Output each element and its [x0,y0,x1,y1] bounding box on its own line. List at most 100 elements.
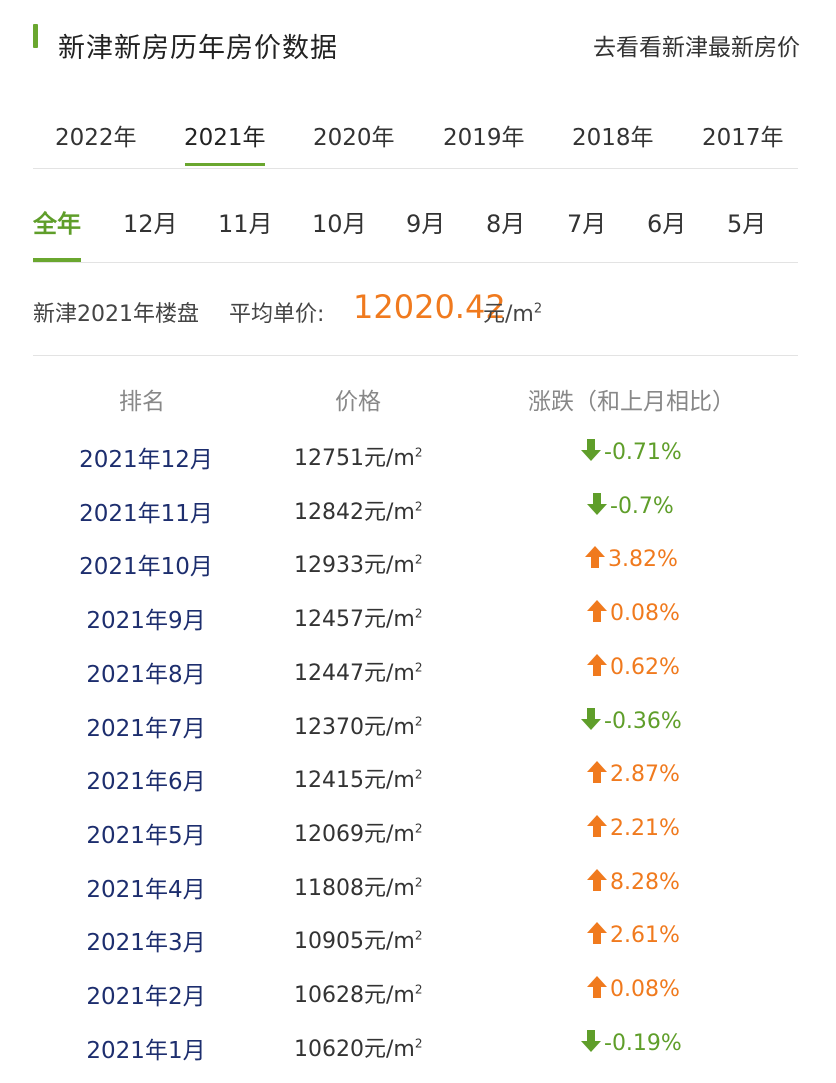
table-row: 2021年9月 12457元/m2 0.08% [0,599,836,653]
tab-month-6[interactable]: 6月 [647,210,687,238]
table-row: 2021年10月 12933元/m2 3.82% [0,545,836,599]
price-sup: 2 [414,821,423,836]
tab-year-2020[interactable]: 2020年 [313,125,395,151]
table-row: 2021年8月 12447元/m2 0.62% [0,653,836,707]
table-header: 排名 价格 涨跌（和上月相比） [0,382,836,416]
arrow-up-icon [586,975,608,999]
row-price: 12370元/m2 [294,709,422,741]
price-text: 12457元/m [294,607,415,633]
change-value: 2.87% [610,762,680,788]
price-text: 10905元/m [294,929,415,955]
row-price: 10905元/m2 [294,923,422,955]
row-change: -0.7% [586,492,674,522]
price-sup: 2 [414,982,423,997]
row-month: 2021年4月 [86,876,206,903]
price-text: 12370元/m [294,714,415,740]
arrow-down-icon [580,1029,602,1053]
header-rank: 排名 [119,389,165,415]
unit-text: 元/m [483,302,534,327]
change-value: 0.08% [610,977,680,1002]
section-divider [33,355,798,356]
title-accent-bar [33,24,38,48]
row-price: 12447元/m2 [294,655,422,687]
price-text: 10620元/m [294,1036,415,1062]
row-price: 12069元/m2 [294,816,422,848]
arrow-up-icon [586,760,608,784]
table-row: 2021年6月 12415元/m2 2.87% [0,760,836,814]
active-year-underline [185,163,265,166]
row-change: 3.82% [584,545,678,575]
row-change: 2.87% [586,760,680,790]
row-price: 12933元/m2 [294,547,422,579]
row-price: 12457元/m2 [294,601,422,633]
header-price: 价格 [335,389,381,415]
row-change: 8.28% [586,868,680,898]
change-value: 2.21% [610,815,680,841]
tab-month-12[interactable]: 12月 [123,210,178,238]
price-sup: 2 [414,875,423,890]
row-price: 10628元/m2 [294,977,422,1009]
tab-month-7[interactable]: 7月 [567,210,607,238]
price-sup: 2 [414,553,423,568]
price-text: 12069元/m [294,821,415,847]
price-sup: 2 [414,1036,423,1051]
tab-year-2018[interactable]: 2018年 [572,125,654,151]
price-sup: 2 [414,606,423,621]
average-price-summary: 新津2021年楼盘 平均单价: 12020.42 元/m2 [33,286,798,336]
change-value: 0.62% [610,654,680,680]
tab-month-9[interactable]: 9月 [406,210,446,238]
tab-month-all[interactable]: 全年 [33,210,81,238]
row-price: 12415元/m2 [294,762,422,794]
table-row: 2021年11月 12842元/m2 -0.7% [0,492,836,546]
change-value: 3.82% [608,547,678,573]
price-text: 12842元/m [294,499,415,525]
page-header: 新津新房历年房价数据 去看看新津最新房价 [0,0,836,90]
table-row: 2021年5月 12069元/m2 2.21% [0,814,836,868]
row-change: 0.62% [586,653,680,683]
tab-month-5[interactable]: 5月 [727,210,767,238]
table-row: 2021年4月 11808元/m2 8.28% [0,868,836,922]
change-value: -0.7% [610,493,674,519]
avg-price-unit: 元/m2 [483,296,542,328]
row-change: 2.21% [586,814,680,844]
row-month: 2021年8月 [86,661,206,688]
page-title: 新津新房历年房价数据 [58,33,338,64]
row-month: 2021年7月 [86,715,206,742]
price-text: 12447元/m [294,660,415,686]
row-price: 10620元/m2 [294,1031,422,1063]
change-value: 0.08% [610,601,680,627]
price-sup: 2 [414,445,423,460]
summary-label: 新津2021年楼盘 [33,302,199,327]
change-value: 2.61% [610,923,680,949]
arrow-up-icon [586,868,608,892]
tab-year-2022[interactable]: 2022年 [55,125,137,151]
month-tabs: 全年 12月 11月 10月 9月 8月 7月 6月 5月 4月 [33,188,798,263]
arrow-up-icon [586,599,608,623]
header-change: 涨跌（和上月相比） [528,389,735,415]
price-sup: 2 [414,714,423,729]
tab-month-11[interactable]: 11月 [218,210,273,238]
row-month: 2021年3月 [86,930,206,957]
price-sup: 2 [414,928,423,943]
price-text: 11808元/m [294,875,415,901]
row-month: 2021年1月 [86,1037,206,1064]
arrow-down-icon [586,492,608,516]
tab-year-2017[interactable]: 2017年 [702,125,784,151]
row-month: 2021年10月 [79,554,213,581]
row-price: 11808元/m2 [294,870,422,902]
arrow-down-icon [580,707,602,731]
arrow-up-icon [584,545,606,569]
active-month-underline [33,258,81,262]
tab-year-2019[interactable]: 2019年 [443,125,525,151]
row-price: 12751元/m2 [294,440,422,472]
tab-month-8[interactable]: 8月 [486,210,526,238]
tab-year-2021[interactable]: 2021年 [184,125,266,151]
table-row: 2021年2月 10628元/m2 0.08% [0,975,836,1029]
arrow-up-icon [586,653,608,677]
avg-price-value: 12020.42 [353,288,506,326]
row-change: 2.61% [586,921,680,951]
tab-month-10[interactable]: 10月 [312,210,367,238]
latest-price-link[interactable]: 去看看新津最新房价 [593,35,800,61]
price-sup: 2 [414,660,423,675]
row-change: -0.71% [580,438,682,468]
